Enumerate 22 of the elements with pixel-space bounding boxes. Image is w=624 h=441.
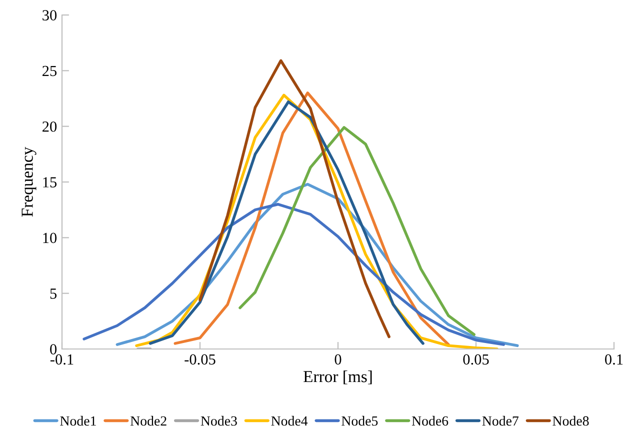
legend-label: Node4 [271,416,308,426]
legend-label: Node3 [200,416,237,426]
x-tick-label: -0.1 [50,354,74,365]
y-tick-label: 20 [42,121,57,132]
y-tick-label: 0 [50,344,57,354]
x-tick-label: 0.1 [605,354,623,365]
x-tick-label: -0.05 [184,354,216,365]
y-tick-label: 10 [43,232,57,244]
y-tick-label: 15 [43,177,57,188]
legend-label: Node1 [60,416,96,426]
legend-label: Node6 [412,416,448,426]
legend-label: Node8 [552,416,589,426]
legend-label: Node2 [130,416,166,426]
y-tick-label: 5 [50,288,57,299]
y-tick-label: 25 [42,66,57,76]
x-axis-title: Error [ms] [304,370,372,384]
x-tick-label: 0 [334,354,342,365]
legend-label: Node7 [482,416,519,426]
legend-label: Node5 [342,416,378,426]
x-tick-label: 0.05 [463,354,489,365]
y-tick-label: 30 [42,10,57,20]
y-axis-title: Frequency [22,146,36,217]
